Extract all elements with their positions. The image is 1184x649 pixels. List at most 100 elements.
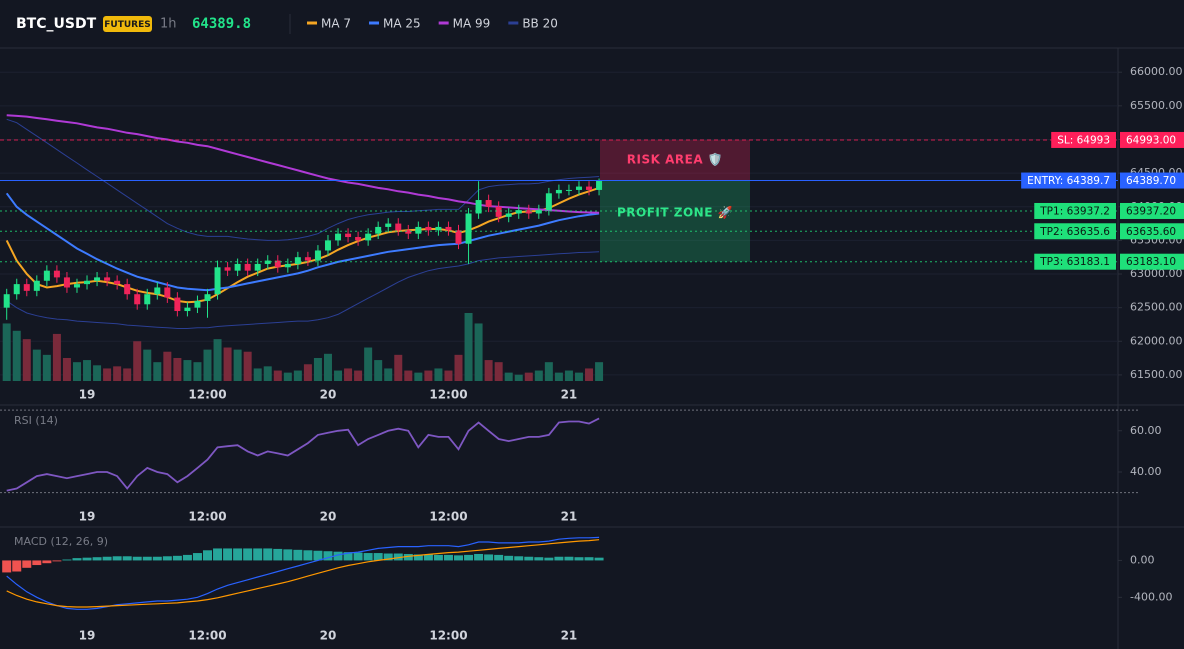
legend-label: MA 7 [321,17,351,31]
interval: 1h [160,17,177,32]
volume-bar [544,362,553,381]
x-tick-label: 12:00 [188,510,226,524]
macd-hist [454,555,463,561]
volume-bar [454,354,463,381]
last-price: 64389.8 [192,16,251,32]
volume-bar [283,372,292,381]
x-tick-label: 20 [320,510,337,524]
macd-hist [213,548,223,561]
volume-bar [243,351,252,381]
candle-body [575,186,582,190]
macd-hist [594,557,604,561]
volume-bar [444,370,453,381]
level-axis-bg [1120,223,1184,240]
candle-body [53,270,60,278]
volume-bar [504,372,513,381]
volume-bar [514,374,523,381]
level-tag-bg [1051,131,1116,148]
macd-hist [22,560,32,568]
volume-bar [344,368,353,381]
macd-hist [534,557,544,561]
macd-hist [152,556,162,561]
level-tag: TP2: 63635.6 [1039,226,1110,238]
x-tick-label: 19 [79,388,96,402]
macd-hist [514,556,524,561]
candle-body [33,280,40,291]
macd-hist [564,556,574,561]
volume-bar [524,372,533,381]
candle-body [144,294,151,305]
candle-body [495,206,502,217]
candle-body [455,230,462,244]
candle-body [385,223,392,227]
candle-body [104,277,111,281]
zone-label: RISK AREA 🛡️ [627,153,723,167]
candle-body [324,240,331,251]
y-tick-label: 60.00 [1130,424,1162,437]
volume-bar [203,349,212,381]
signal-line [6,539,600,608]
macd-hist [192,553,202,561]
volume-bar [564,370,573,381]
macd-hist [203,550,212,561]
volume-bar [12,330,21,381]
macd-line [6,536,600,610]
bb-lower [6,251,600,329]
macd-hist [504,555,514,561]
candle-body [415,226,422,234]
candle-body [445,226,452,231]
volume-bar [72,362,81,381]
candle-body [174,297,181,312]
x-tick-label: 20 [320,388,337,402]
volume-bar [595,362,604,381]
macd-hist [574,557,584,561]
volume-bar [364,347,373,381]
macd-hist [102,556,112,561]
macd-hist [554,556,564,561]
volume-bar [273,370,282,381]
macd-hist [32,560,42,566]
candle-body [23,284,30,291]
macd-hist [524,556,534,561]
macd-hist [343,552,353,561]
macd-hist [72,558,82,561]
macd-hist [353,552,363,561]
rsi-line [6,417,600,492]
candle-body [304,257,311,261]
volume-bar [384,368,393,381]
candle-body [586,186,593,190]
macd-hist [443,554,453,561]
macd-hist [243,548,253,561]
candle-body [3,294,10,308]
level-axis-bg [1120,131,1184,148]
volume-bar [574,372,583,381]
y-tick-label: 40.00 [1130,465,1162,478]
volume-bar [464,313,473,381]
macd-hist [333,551,343,561]
candle-body [73,284,80,288]
symbol: BTC_USDT [16,16,97,32]
macd-hist [283,549,293,561]
macd-hist [494,554,504,561]
legend-label: MA 99 [453,17,491,31]
volume-bar [83,360,92,381]
candle-body [425,226,432,231]
volume-bar [42,354,51,381]
volume-bar [143,349,152,381]
candle-body [335,233,342,241]
volume-bar [93,365,102,381]
candle-body [154,287,161,295]
volume-bar [354,370,363,381]
macd-hist [403,553,413,561]
candle-body [365,233,372,241]
candle-body [485,200,492,207]
y-tick-label: 63000.00 [1130,267,1183,280]
volume-bar [103,368,112,381]
level-tag: ENTRY: 64389.7 [1027,175,1110,187]
level-tag-bg [1034,202,1116,219]
x-tick-label: 12:00 [188,388,226,402]
candle-body [114,280,121,285]
volume-bar [494,362,503,381]
